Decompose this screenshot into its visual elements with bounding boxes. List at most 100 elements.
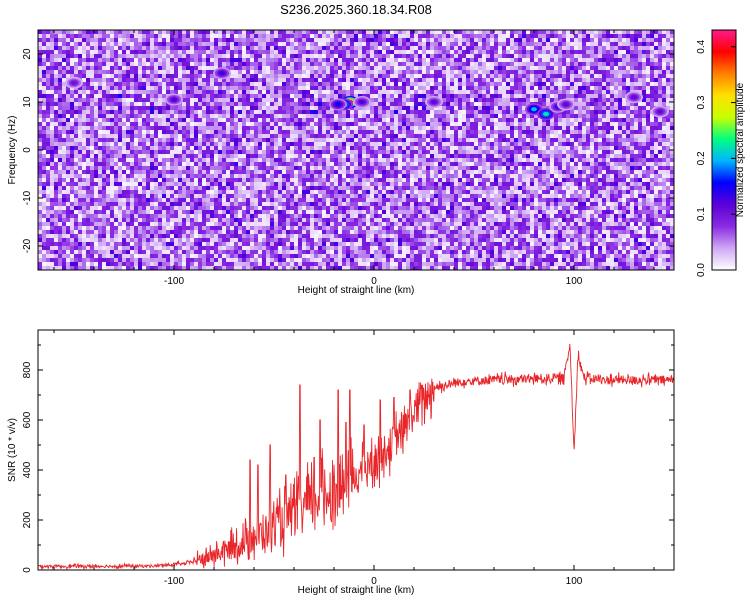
- heatmap-cell: [234, 86, 238, 90]
- heatmap-cell: [322, 122, 326, 126]
- heatmap-cell: [82, 94, 86, 98]
- heatmap-cell: [622, 138, 626, 142]
- heatmap-cell: [606, 42, 610, 46]
- heatmap-cell: [134, 58, 138, 62]
- heatmap-cell: [98, 154, 102, 158]
- heatmap-cell: [582, 126, 586, 130]
- heatmap-cell: [534, 130, 538, 134]
- heatmap-cell: [250, 62, 254, 66]
- heatmap-cell: [318, 74, 322, 78]
- heatmap-cell: [58, 62, 62, 66]
- heatmap-cell: [126, 118, 130, 122]
- heatmap-cell: [298, 38, 302, 42]
- heatmap-cell: [562, 74, 566, 78]
- heatmap-cell: [50, 66, 54, 70]
- heatmap-cell: [54, 154, 58, 158]
- heatmap-cell: [186, 154, 190, 158]
- heatmap-cell: [174, 114, 178, 118]
- heatmap-cell: [358, 134, 362, 138]
- heatmap-cell: [62, 138, 66, 142]
- heatmap-cell: [386, 138, 390, 142]
- heatmap-cell: [534, 30, 538, 34]
- heatmap-cell: [254, 70, 258, 74]
- heatmap-cell: [210, 78, 214, 82]
- heatmap-cell: [578, 54, 582, 58]
- heatmap-cell: [262, 54, 266, 58]
- heatmap-cell: [422, 42, 426, 46]
- heatmap-cell: [346, 38, 350, 42]
- heatmap-cell: [218, 86, 222, 90]
- heatmap-cell: [70, 90, 74, 94]
- heatmap-cell: [602, 126, 606, 130]
- heatmap-cell: [346, 62, 350, 66]
- heatmap-cell: [150, 38, 154, 42]
- heatmap-cell: [206, 114, 210, 118]
- heatmap-cell: [154, 142, 158, 146]
- heatmap-cell: [402, 126, 406, 130]
- heatmap-cell: [310, 62, 314, 66]
- heatmap-cell: [170, 118, 174, 122]
- heatmap-cell: [310, 102, 314, 106]
- heatmap-cell: [162, 106, 166, 110]
- heatmap-cell: [266, 42, 270, 46]
- heatmap-cell: [186, 122, 190, 126]
- heatmap-cell: [334, 82, 338, 86]
- heatmap-cell: [666, 122, 670, 126]
- heatmap-cell: [670, 30, 674, 34]
- heatmap-cell: [642, 50, 646, 54]
- heatmap-cell: [438, 30, 442, 34]
- heatmap-cell: [158, 146, 162, 150]
- heatmap-cell: [426, 82, 430, 86]
- heatmap-cell: [98, 50, 102, 54]
- heatmap-cell: [602, 30, 606, 34]
- heatmap-cell: [458, 134, 462, 138]
- heatmap-cell: [482, 114, 486, 118]
- heatmap-cell: [646, 86, 650, 90]
- heatmap-cell: [98, 150, 102, 154]
- heatmap-cell: [570, 38, 574, 42]
- heatmap-cell: [226, 142, 230, 146]
- heatmap-cell: [414, 122, 418, 126]
- heatmap-cell: [162, 30, 166, 34]
- heatmap-cell: [366, 50, 370, 54]
- heatmap-cell: [658, 82, 662, 86]
- heatmap-cell: [66, 118, 70, 122]
- heatmap-cell: [374, 70, 378, 74]
- heatmap-cell: [166, 110, 170, 114]
- heatmap-cell: [106, 90, 110, 94]
- heatmap-cell: [294, 142, 298, 146]
- heatmap-cell: [134, 30, 138, 34]
- heatmap-cell: [294, 134, 298, 138]
- heatmap-cell: [150, 142, 154, 146]
- heatmap-cell: [518, 50, 522, 54]
- heatmap-cell: [502, 78, 506, 82]
- heatmap-cell: [110, 30, 114, 34]
- heatmap-cell: [262, 138, 266, 142]
- heatmap-cell: [150, 34, 154, 38]
- heatmap-cell: [550, 70, 554, 74]
- heatmap-cell: [246, 54, 250, 58]
- heatmap-cell: [486, 110, 490, 114]
- heatmap-cell: [562, 126, 566, 130]
- heatmap-cell: [350, 86, 354, 90]
- heatmap-cell: [46, 42, 50, 46]
- heatmap-cell: [166, 54, 170, 58]
- heatmap-cell: [122, 50, 126, 54]
- heatmap-cell: [486, 90, 490, 94]
- heatmap-cell: [302, 142, 306, 146]
- heatmap-cell: [262, 114, 266, 118]
- heatmap-cell: [462, 130, 466, 134]
- heatmap-cell: [494, 134, 498, 138]
- heatmap-cell: [174, 106, 178, 110]
- heatmap-cell: [574, 94, 578, 98]
- heatmap-cell: [570, 66, 574, 70]
- heatmap-cell: [646, 42, 650, 46]
- heatmap-cell: [322, 86, 326, 90]
- heatmap-cell: [118, 62, 122, 66]
- heatmap-cell: [454, 106, 458, 110]
- heatmap-cell: [194, 142, 198, 146]
- heatmap-cell: [490, 146, 494, 150]
- heatmap-cell: [654, 62, 658, 66]
- heatmap-cell: [66, 58, 70, 62]
- heatmap-cell: [110, 58, 114, 62]
